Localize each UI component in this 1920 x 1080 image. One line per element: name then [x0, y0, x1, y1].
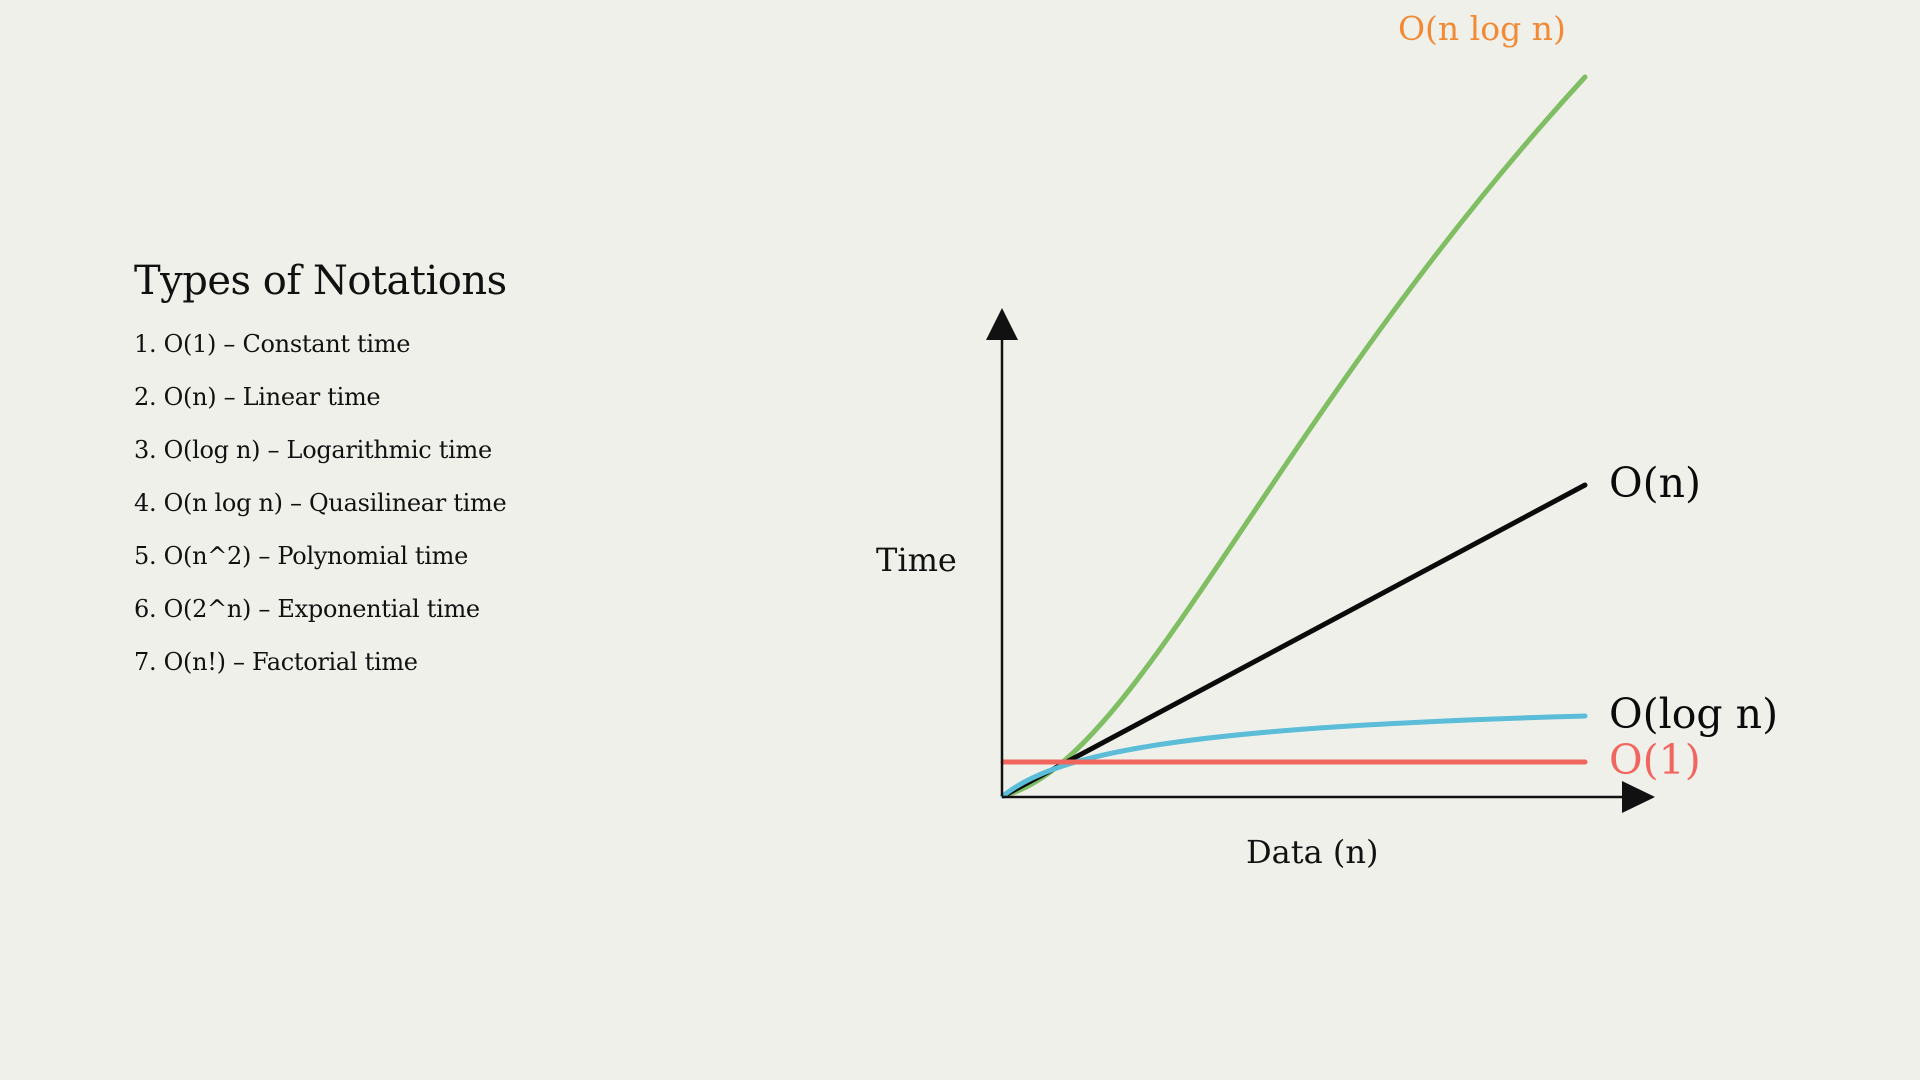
notation-item-linear: 2. O(n) – Linear time — [134, 383, 381, 411]
y-axis-arrowhead — [986, 308, 1018, 340]
curve-n-log-n — [1000, 74, 1588, 799]
curve-label-log-n: O(log n) — [1609, 690, 1778, 738]
notation-item-logarithmic: 3. O(log n) – Logarithmic time — [134, 436, 492, 464]
x-axis-arrowhead — [1622, 781, 1655, 813]
y-axis-label: Time — [876, 541, 957, 579]
notation-item-quasilinear: 4. O(n log n) – Quasilinear time — [134, 489, 507, 517]
notation-list-panel: Types of Notations 1. O(1) – Constant ti… — [134, 258, 754, 701]
x-axis-label: Data (n) — [1246, 833, 1378, 871]
notation-item-exponential: 6. O(2^n) – Exponential time — [134, 595, 480, 623]
notation-list: 1. O(1) – Constant time 2. O(n) – Linear… — [134, 330, 754, 676]
notation-list-title: Types of Notations — [134, 258, 507, 304]
curve-label-n-log-n: O(n log n) — [1398, 9, 1566, 48]
notation-item-constant: 1. O(1) – Constant time — [134, 330, 411, 358]
curve-n — [1000, 482, 1588, 799]
curve-label-constant: O(1) — [1609, 736, 1701, 784]
curve-label-n: O(n) — [1609, 459, 1701, 507]
curve-log-n — [1000, 713, 1588, 799]
notation-item-factorial: 7. O(n!) – Factorial time — [134, 648, 418, 676]
notation-item-polynomial: 5. O(n^2) – Polynomial time — [134, 542, 469, 570]
